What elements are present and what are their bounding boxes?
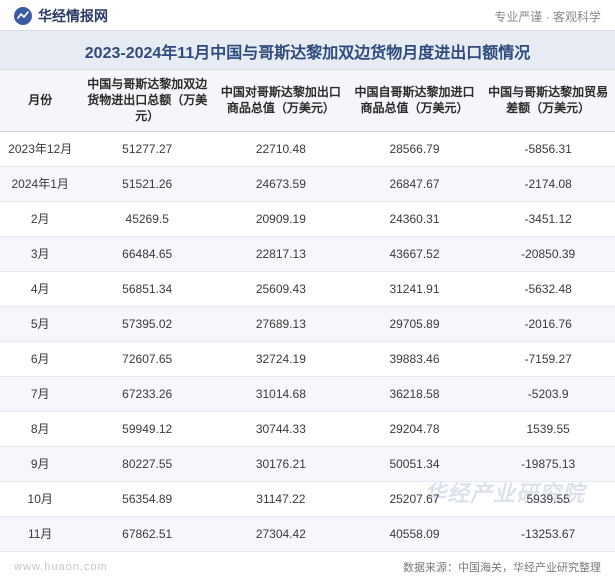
cell-month: 2024年1月 xyxy=(0,166,80,201)
table-row: 8月59949.1230744.3329204.781539.55 xyxy=(0,411,615,446)
table-row: 2024年1月51521.2624673.5926847.67-2174.08 xyxy=(0,166,615,201)
cell-month: 5月 xyxy=(0,306,80,341)
cell-export: 30176.21 xyxy=(214,446,348,481)
cell-total: 45269.5 xyxy=(80,201,214,236)
cell-month: 7月 xyxy=(0,376,80,411)
cell-balance: -5856.31 xyxy=(481,131,615,166)
footer-source: 数据来源：中国海关，华经产业研究整理 xyxy=(403,559,601,575)
cell-import: 26847.67 xyxy=(348,166,482,201)
footer: www.huaon.com 数据来源：中国海关，华经产业研究整理 xyxy=(0,552,615,578)
col-header-month: 月份 xyxy=(0,70,80,131)
cell-month: 4月 xyxy=(0,271,80,306)
cell-month: 3月 xyxy=(0,236,80,271)
data-table: 月份 中国与哥斯达黎加双边货物进出口总额（万美元） 中国对哥斯达黎加出口商品总值… xyxy=(0,70,615,552)
cell-balance: -13253.67 xyxy=(481,516,615,551)
table-row: 2023年12月51277.2722710.4828566.79-5856.31 xyxy=(0,131,615,166)
cell-export: 32724.19 xyxy=(214,341,348,376)
cell-import: 40558.09 xyxy=(348,516,482,551)
cell-total: 66484.65 xyxy=(80,236,214,271)
top-bar: 华经情报网 专业严谨 · 客观科学 xyxy=(0,0,615,30)
col-header-import: 中国自哥斯达黎加进口商品总值（万美元） xyxy=(348,70,482,131)
page-title: 2023-2024年11月中国与哥斯达黎加双边货物月度进出口额情况 xyxy=(0,30,615,70)
cell-import: 39883.46 xyxy=(348,341,482,376)
cell-import: 29705.89 xyxy=(348,306,482,341)
cell-import: 43667.52 xyxy=(348,236,482,271)
cell-total: 51521.26 xyxy=(80,166,214,201)
cell-total: 56851.34 xyxy=(80,271,214,306)
table-row: 6月72607.6532724.1939883.46-7159.27 xyxy=(0,341,615,376)
col-header-export: 中国对哥斯达黎加出口商品总值（万美元） xyxy=(214,70,348,131)
table-row: 2月45269.520909.1924360.31-3451.12 xyxy=(0,201,615,236)
cell-total: 80227.55 xyxy=(80,446,214,481)
col-header-balance: 中国与哥斯达黎加贸易差额（万美元） xyxy=(481,70,615,131)
table-row: 7月67233.2631014.6836218.58-5203.9 xyxy=(0,376,615,411)
cell-import: 50051.34 xyxy=(348,446,482,481)
footer-url: www.huaon.com xyxy=(14,561,108,573)
cell-total: 57395.02 xyxy=(80,306,214,341)
cell-balance: -2016.76 xyxy=(481,306,615,341)
table-row: 11月67862.5127304.4240558.09-13253.67 xyxy=(0,516,615,551)
cell-total: 67862.51 xyxy=(80,516,214,551)
cell-balance: -5632.48 xyxy=(481,271,615,306)
table-row: 3月66484.6522817.1343667.52-20850.39 xyxy=(0,236,615,271)
cell-month: 2月 xyxy=(0,201,80,236)
cell-export: 27689.13 xyxy=(214,306,348,341)
cell-export: 20909.19 xyxy=(214,201,348,236)
cell-import: 25207.67 xyxy=(348,481,482,516)
cell-export: 22710.48 xyxy=(214,131,348,166)
brand-logo-icon xyxy=(14,7,32,25)
cell-export: 31014.68 xyxy=(214,376,348,411)
cell-export: 24673.59 xyxy=(214,166,348,201)
cell-balance: -7159.27 xyxy=(481,341,615,376)
cell-month: 8月 xyxy=(0,411,80,446)
table-row: 4月56851.3425609.4331241.91-5632.48 xyxy=(0,271,615,306)
cell-month: 10月 xyxy=(0,481,80,516)
cell-total: 72607.65 xyxy=(80,341,214,376)
cell-balance: 1539.55 xyxy=(481,411,615,446)
cell-import: 36218.58 xyxy=(348,376,482,411)
cell-balance: -19875.13 xyxy=(481,446,615,481)
cell-month: 6月 xyxy=(0,341,80,376)
cell-balance: 5939.55 xyxy=(481,481,615,516)
col-header-total: 中国与哥斯达黎加双边货物进出口总额（万美元） xyxy=(80,70,214,131)
table-row: 9月80227.5530176.2150051.34-19875.13 xyxy=(0,446,615,481)
cell-balance: -20850.39 xyxy=(481,236,615,271)
cell-balance: -5203.9 xyxy=(481,376,615,411)
brand-name: 华经情报网 xyxy=(38,6,108,26)
cell-balance: -3451.12 xyxy=(481,201,615,236)
cell-total: 59949.12 xyxy=(80,411,214,446)
brand: 华经情报网 xyxy=(14,6,108,26)
table-header-row: 月份 中国与哥斯达黎加双边货物进出口总额（万美元） 中国对哥斯达黎加出口商品总值… xyxy=(0,70,615,131)
cell-import: 31241.91 xyxy=(348,271,482,306)
cell-balance: -2174.08 xyxy=(481,166,615,201)
cell-total: 56354.89 xyxy=(80,481,214,516)
cell-export: 22817.13 xyxy=(214,236,348,271)
cell-import: 24360.31 xyxy=(348,201,482,236)
cell-import: 29204.78 xyxy=(348,411,482,446)
table-row: 10月56354.8931147.2225207.675939.55 xyxy=(0,481,615,516)
cell-export: 27304.42 xyxy=(214,516,348,551)
cell-month: 9月 xyxy=(0,446,80,481)
cell-export: 30744.33 xyxy=(214,411,348,446)
brand-tagline: 专业严谨 · 客观科学 xyxy=(494,8,601,25)
cell-month: 2023年12月 xyxy=(0,131,80,166)
cell-total: 51277.27 xyxy=(80,131,214,166)
cell-import: 28566.79 xyxy=(348,131,482,166)
cell-month: 11月 xyxy=(0,516,80,551)
cell-export: 31147.22 xyxy=(214,481,348,516)
cell-total: 67233.26 xyxy=(80,376,214,411)
cell-export: 25609.43 xyxy=(214,271,348,306)
table-row: 5月57395.0227689.1329705.89-2016.76 xyxy=(0,306,615,341)
